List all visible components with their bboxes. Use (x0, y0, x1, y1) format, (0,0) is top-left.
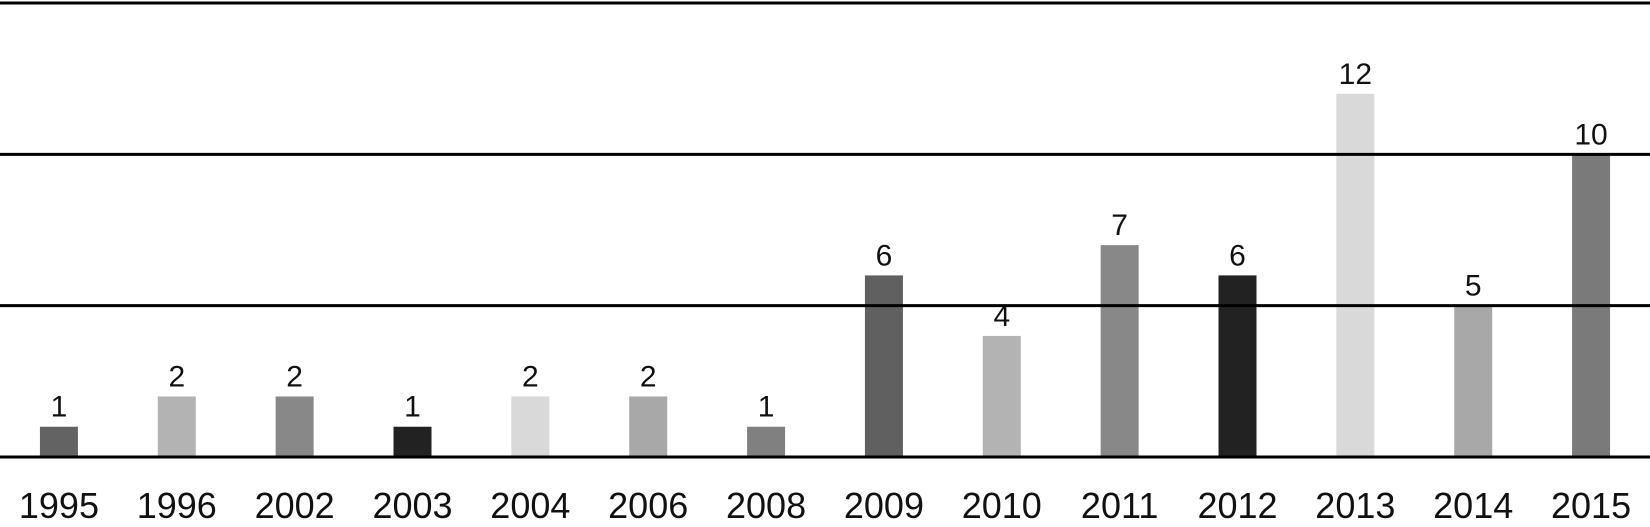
bar (1454, 305, 1493, 457)
value-label: 2 (286, 360, 303, 393)
bar (393, 426, 432, 457)
x-tick-label: 2008 (726, 485, 806, 526)
value-label: 1 (404, 391, 421, 424)
x-tick-label: 2004 (490, 485, 570, 526)
x-tick-label: 2015 (1551, 485, 1631, 526)
x-tick-label: 2002 (255, 485, 335, 526)
x-tick-label: 2012 (1197, 485, 1277, 526)
bar (1100, 245, 1139, 457)
value-label: 7 (1111, 209, 1128, 242)
bar (1336, 93, 1375, 458)
bar (747, 426, 786, 457)
value-label: 2 (640, 360, 657, 393)
x-tick-label: 2003 (372, 485, 452, 526)
value-label: 10 (1574, 118, 1607, 151)
x-tick-label: 2014 (1433, 485, 1513, 526)
value-label: 6 (876, 239, 893, 272)
bar (1218, 275, 1257, 457)
value-label: 4 (993, 300, 1010, 333)
x-tick-label: 2006 (608, 485, 688, 526)
value-label: 1 (51, 391, 68, 424)
value-label: 6 (1229, 239, 1246, 272)
bar (982, 335, 1021, 457)
bar (511, 396, 550, 457)
x-tick-label: 2009 (844, 485, 924, 526)
bar (275, 396, 314, 457)
value-label: 5 (1465, 270, 1482, 303)
x-tick-label: 1995 (19, 485, 99, 526)
x-tick-label: 1996 (137, 485, 217, 526)
bar (157, 396, 196, 457)
x-tick-label: 2013 (1315, 485, 1395, 526)
x-tick-label: 2010 (962, 485, 1042, 526)
bar (864, 275, 903, 457)
bar (39, 426, 78, 457)
value-label: 2 (522, 360, 539, 393)
x-tick-label: 2011 (1081, 485, 1158, 526)
value-label: 1 (758, 391, 775, 424)
bar (629, 396, 668, 457)
value-label: 2 (168, 360, 185, 393)
value-label: 12 (1339, 58, 1372, 91)
